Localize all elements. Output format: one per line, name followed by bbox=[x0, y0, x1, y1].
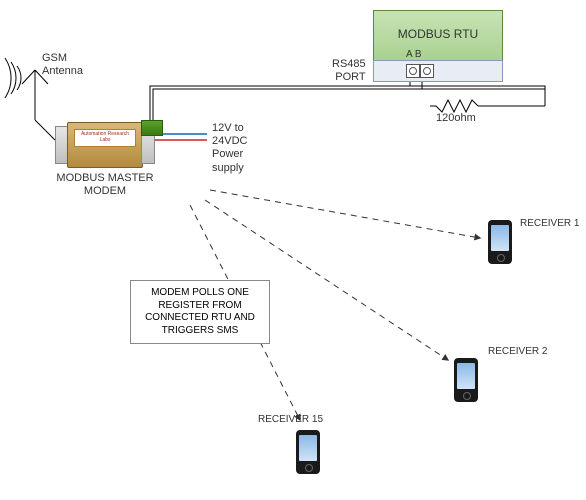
rtu-ab-label: A B bbox=[406, 49, 422, 61]
receiver-1-label: RECEIVER 1 bbox=[520, 218, 579, 230]
rs485-port-label: RS485 PORT bbox=[332, 58, 366, 84]
note-box: MODEM POLLS ONE REGISTER FROM CONNECTED … bbox=[130, 280, 270, 344]
rtu-terminal-a bbox=[406, 64, 420, 78]
rtu-title: MODBUS RTU bbox=[374, 27, 502, 41]
antenna-cable bbox=[35, 120, 55, 140]
modbus-rtu-box: MODBUS RTU bbox=[373, 10, 503, 62]
resistor-label: 120ohm bbox=[436, 112, 476, 125]
receiver-2-label: RECEIVER 2 bbox=[488, 346, 547, 358]
power-label: 12V to 24VDC Power supply bbox=[212, 122, 247, 175]
modem-badge: Automation Research Labs bbox=[74, 129, 136, 147]
phone-receiver-15 bbox=[296, 430, 320, 474]
rtu-terminal-b bbox=[420, 64, 434, 78]
receiver-15-label: RECEIVER 15 bbox=[258, 414, 323, 426]
phone-receiver-1 bbox=[488, 220, 512, 264]
rtu-port-strip: A B bbox=[373, 60, 503, 82]
antenna-label: GSM Antenna bbox=[42, 52, 83, 78]
rs485-bus bbox=[150, 77, 545, 129]
phone-receiver-2 bbox=[454, 358, 478, 402]
modem-label: MODBUS MASTER MODEM bbox=[40, 172, 170, 198]
modem-connector bbox=[141, 120, 163, 136]
modem-device: Automation Research Labs bbox=[55, 120, 155, 168]
